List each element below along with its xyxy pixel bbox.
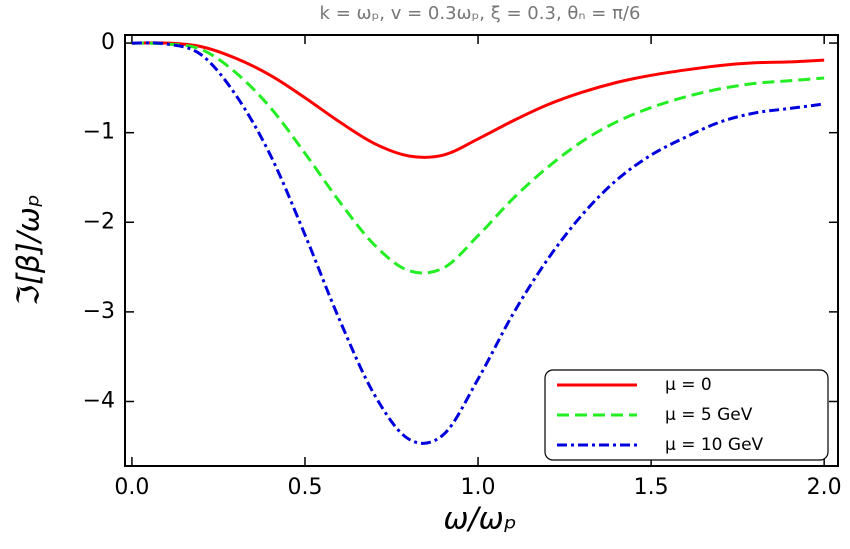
legend-label: μ = 10 GeV [665,435,764,455]
x-tick-label: 1.5 [634,475,669,500]
y-axis-label: ℑ[β]/ωₚ [12,194,47,306]
series-line [131,41,825,159]
x-axis-label: ω/ωₚ [443,502,516,537]
legend-label: μ = 0 [665,375,712,395]
series-line [131,41,825,275]
legend-box [544,369,829,461]
legend-label: μ = 5 GeV [665,405,753,425]
chart-title: k = ωₚ, v = 0.3ωₚ, ξ = 0.3, θₙ = π/6 [320,3,641,24]
x-tick-label: 0.5 [287,475,322,500]
plot-frame [124,34,839,467]
y-tick-label: −1 [83,120,115,145]
series-line [131,41,825,445]
x-tick-label: 2.0 [807,475,842,500]
y-tick-label: −4 [83,388,115,413]
y-tick-label: −3 [83,299,115,324]
x-tick-label: 0.0 [114,475,149,500]
x-tick-label: 1.0 [461,475,496,500]
y-tick-label: −2 [83,209,115,234]
y-tick-label: 0 [101,30,115,55]
